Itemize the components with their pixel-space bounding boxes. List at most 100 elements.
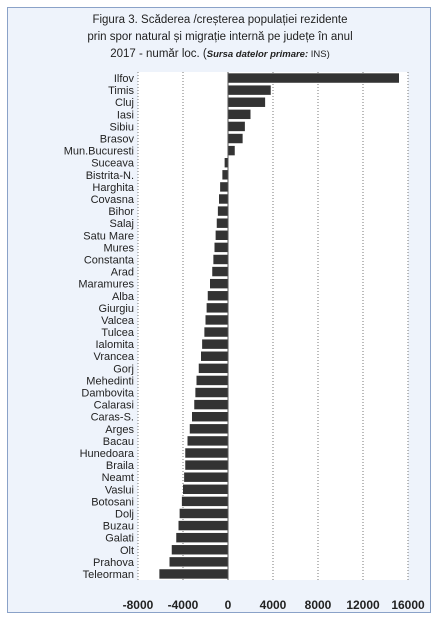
bar-1 xyxy=(228,85,271,95)
title-line-3-text: 2017 - număr loc. ( xyxy=(110,48,207,60)
category-label-12: Salaj xyxy=(110,218,134,230)
bar-25 xyxy=(196,375,228,386)
category-label-25: Mehedinti xyxy=(86,375,134,387)
category-label-28: Caras-S. xyxy=(91,412,134,424)
category-label-34: Vaslui xyxy=(105,484,134,496)
category-label-22: Ialomita xyxy=(95,339,134,351)
chart-title: Figura 3. Scăderea /creșterea populației… xyxy=(0,12,440,63)
category-label-17: Maramures xyxy=(78,279,134,291)
bar-37 xyxy=(178,520,228,531)
category-label-24: Gorj xyxy=(113,363,134,375)
bar-31 xyxy=(185,448,228,458)
bar-18 xyxy=(207,291,228,301)
bar-34 xyxy=(183,484,228,495)
bar-22 xyxy=(202,339,228,349)
title-source-value: INS) xyxy=(308,49,330,60)
category-labels: IlfovTimisClujIasiSibiuBrasovMun.Bucures… xyxy=(64,73,135,581)
title-line-3: 2017 - număr loc. (Sursa datelor primare… xyxy=(0,46,440,63)
category-label-20: Valcea xyxy=(101,315,135,327)
category-label-5: Brasov xyxy=(100,134,135,146)
category-label-8: Bistrita-N. xyxy=(86,170,134,182)
category-label-14: Mures xyxy=(103,242,134,254)
bar-10 xyxy=(219,194,228,204)
category-label-15: Constanta xyxy=(84,254,135,266)
category-label-30: Bacau xyxy=(103,436,134,448)
x-tick-label-2: 0 xyxy=(225,598,232,612)
x-tick-labels: -8000 -4000 0 4000 8000 12000 16000 xyxy=(123,598,425,612)
bar-7 xyxy=(224,157,228,168)
bar-28 xyxy=(192,411,228,422)
bar-5 xyxy=(228,133,243,144)
category-label-0: Ilfov xyxy=(114,73,135,85)
category-label-36: Dolj xyxy=(115,508,134,520)
bar-26 xyxy=(195,387,228,398)
category-label-3: Iasi xyxy=(117,109,134,121)
x-tick-label-3: 4000 xyxy=(260,598,287,612)
category-label-40: Prahova xyxy=(93,557,135,569)
bar-20 xyxy=(205,315,228,325)
bar-11 xyxy=(217,206,228,216)
bar-9 xyxy=(220,182,228,192)
bar-13 xyxy=(215,230,228,241)
bar-38 xyxy=(176,532,228,543)
category-label-23: Vrancea xyxy=(93,351,134,363)
bar-14 xyxy=(214,242,228,253)
bar-32 xyxy=(185,460,228,470)
bar-17 xyxy=(210,278,228,289)
category-label-32: Braila xyxy=(106,460,135,472)
x-tick-label-6: 16000 xyxy=(391,598,425,612)
bar-35 xyxy=(181,496,228,507)
bar-40 xyxy=(169,557,228,567)
category-label-6: Mun.Bucuresti xyxy=(64,146,134,158)
category-label-1: Timis xyxy=(108,85,134,97)
category-label-31: Hunedoara xyxy=(80,448,135,460)
bar-41 xyxy=(159,569,228,579)
bar-30 xyxy=(187,436,228,446)
category-label-4: Sibiu xyxy=(110,121,134,133)
category-label-13: Satu Mare xyxy=(83,230,134,242)
bar-29 xyxy=(189,424,228,434)
x-tick-label-0: -8000 xyxy=(123,598,154,612)
bar-23 xyxy=(201,351,228,361)
bar-19 xyxy=(206,303,228,313)
category-label-11: Bihor xyxy=(108,206,134,218)
category-label-38: Galati xyxy=(105,533,134,545)
category-label-27: Calarasi xyxy=(94,400,134,412)
bar-21 xyxy=(204,327,228,337)
x-tick-label-5: 12000 xyxy=(346,598,380,612)
category-label-16: Arad xyxy=(111,267,134,279)
title-line-1: Figura 3. Scăderea /creșterea populației… xyxy=(92,14,348,26)
bar-33 xyxy=(184,472,228,482)
bar-0 xyxy=(228,73,399,83)
category-label-7: Suceava xyxy=(91,158,135,170)
bar-16 xyxy=(212,266,228,277)
category-label-35: Botosani xyxy=(91,496,134,508)
category-label-18: Alba xyxy=(112,291,135,303)
plot-area xyxy=(138,72,408,580)
bar-27 xyxy=(194,399,228,410)
category-label-41: Teleorman xyxy=(83,569,134,581)
bar-39 xyxy=(171,545,228,555)
bar-12 xyxy=(216,218,228,228)
category-label-10: Covasna xyxy=(91,194,135,206)
bar-8 xyxy=(222,170,228,180)
category-label-39: Olt xyxy=(120,545,134,557)
bar-4 xyxy=(228,121,245,132)
title-line-2: prin spor natural și migrație internă pe… xyxy=(87,31,353,43)
category-label-9: Harghita xyxy=(92,182,134,194)
bar-2 xyxy=(228,97,266,107)
title-source-label: Sursa datelor primare: xyxy=(206,49,309,60)
category-label-37: Buzau xyxy=(103,521,134,533)
grid-lines xyxy=(137,72,409,580)
category-label-29: Arges xyxy=(105,424,134,436)
x-tick-label-4: 8000 xyxy=(305,598,332,612)
bar-6 xyxy=(228,145,235,156)
bar-24 xyxy=(198,363,228,374)
category-label-26: Dambovita xyxy=(81,388,134,400)
x-tick-label-1: -4000 xyxy=(168,598,199,612)
category-label-19: Giurgiu xyxy=(99,303,134,315)
bar-36 xyxy=(179,508,228,519)
bar-15 xyxy=(213,254,228,265)
bar-3 xyxy=(228,109,251,120)
